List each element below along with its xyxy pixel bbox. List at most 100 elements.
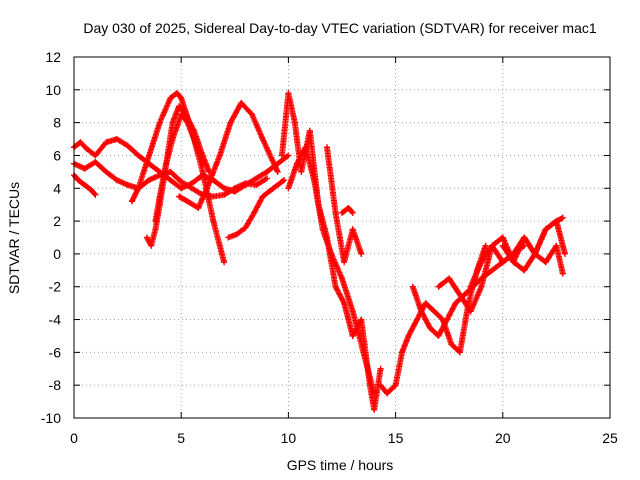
series-sat-g: [176, 99, 281, 211]
data-point: [559, 214, 566, 221]
data-point: [341, 259, 348, 266]
data-point: [191, 136, 198, 143]
data-point: [184, 198, 191, 205]
data-point: [499, 242, 506, 249]
y-tick-label: -8: [49, 377, 62, 393]
y-tick-label: -10: [41, 410, 61, 426]
data-point: [169, 136, 176, 143]
y-tick-label: -2: [49, 279, 62, 295]
data-point: [199, 168, 206, 175]
data-point: [178, 95, 185, 102]
data-point: [92, 152, 99, 159]
data-point: [467, 308, 474, 315]
y-tick-label: 2: [53, 213, 61, 229]
data-point: [81, 165, 88, 172]
data-point: [77, 139, 84, 146]
data-point: [148, 242, 155, 249]
data-point: [169, 119, 176, 126]
data-point: [143, 234, 150, 241]
data-point: [156, 119, 163, 126]
data-point: [163, 160, 170, 167]
x-axis-label: GPS time / hours: [287, 457, 394, 473]
data-point: [146, 177, 153, 184]
chart-title: Day 030 of 2025, Sidereal Day-to-day VTE…: [83, 20, 596, 36]
data-point: [332, 283, 339, 290]
data-point: [452, 300, 459, 307]
data-point: [259, 136, 266, 143]
data-point: [135, 185, 142, 192]
data-point: [285, 90, 292, 97]
data-point: [384, 390, 391, 397]
data-point: [156, 193, 163, 200]
data-point: [152, 218, 159, 225]
data-point: [323, 144, 330, 151]
x-tick-label: 15: [388, 430, 404, 446]
data-point: [238, 99, 245, 106]
x-tick-label: 20: [495, 430, 511, 446]
data-point: [75, 177, 82, 184]
data-point: [291, 119, 298, 126]
data-point: [499, 259, 506, 266]
series-sat-l: [339, 204, 356, 216]
data-point: [298, 168, 305, 175]
data-point: [349, 332, 356, 339]
data-point: [456, 291, 463, 298]
data-point: [553, 242, 560, 249]
data-point: [431, 308, 438, 315]
data-point: [339, 275, 345, 282]
data-point: [199, 160, 206, 167]
y-tick-label: 10: [45, 82, 61, 98]
data-point: [176, 193, 183, 200]
x-tick-label: 5: [177, 430, 185, 446]
data-point: [113, 177, 120, 184]
data-point: [349, 226, 356, 233]
data-point: [302, 144, 309, 151]
data-point: [81, 181, 88, 188]
data-point: [167, 168, 174, 175]
data-point: [285, 185, 292, 192]
data-point: [216, 152, 223, 159]
data-point: [221, 185, 228, 192]
y-tick-label: 8: [53, 115, 61, 131]
data-point: [146, 152, 153, 159]
data-point: [242, 224, 249, 231]
data-point: [178, 111, 185, 118]
data-point: [274, 168, 281, 175]
series-sat-q: [499, 218, 568, 266]
data-point: [358, 316, 365, 323]
data-point: [152, 226, 159, 233]
data-point: [83, 145, 90, 152]
data-point: [510, 259, 517, 266]
data-point: [270, 185, 277, 192]
data-points: [71, 90, 568, 413]
data-point: [456, 349, 463, 356]
data-point: [542, 226, 549, 233]
data-point: [349, 308, 356, 315]
y-axis-label: SDTVAR / TECUs: [6, 182, 22, 294]
data-point: [328, 250, 335, 257]
x-tick-label: 25: [602, 430, 618, 446]
data-point: [499, 234, 506, 241]
series-sat-k: [323, 144, 365, 266]
data-point: [377, 365, 384, 372]
data-point: [358, 250, 365, 257]
data-point: [446, 275, 453, 282]
data-point: [478, 283, 485, 290]
data-point: [467, 283, 474, 290]
data-point: [561, 250, 568, 257]
data-point: [559, 270, 566, 277]
data-point: [263, 175, 270, 182]
data-point: [195, 204, 202, 211]
data-point: [489, 242, 496, 249]
data-point: [341, 300, 348, 307]
x-tick-label: 0: [70, 430, 78, 446]
data-point: [444, 316, 451, 323]
data-point: [251, 209, 258, 216]
data-point: [259, 193, 266, 200]
data-point: [124, 142, 131, 149]
data-point: [225, 234, 232, 241]
data-point: [377, 382, 384, 389]
y-tick-label: 6: [53, 147, 61, 163]
series-sat-f: [152, 111, 206, 225]
